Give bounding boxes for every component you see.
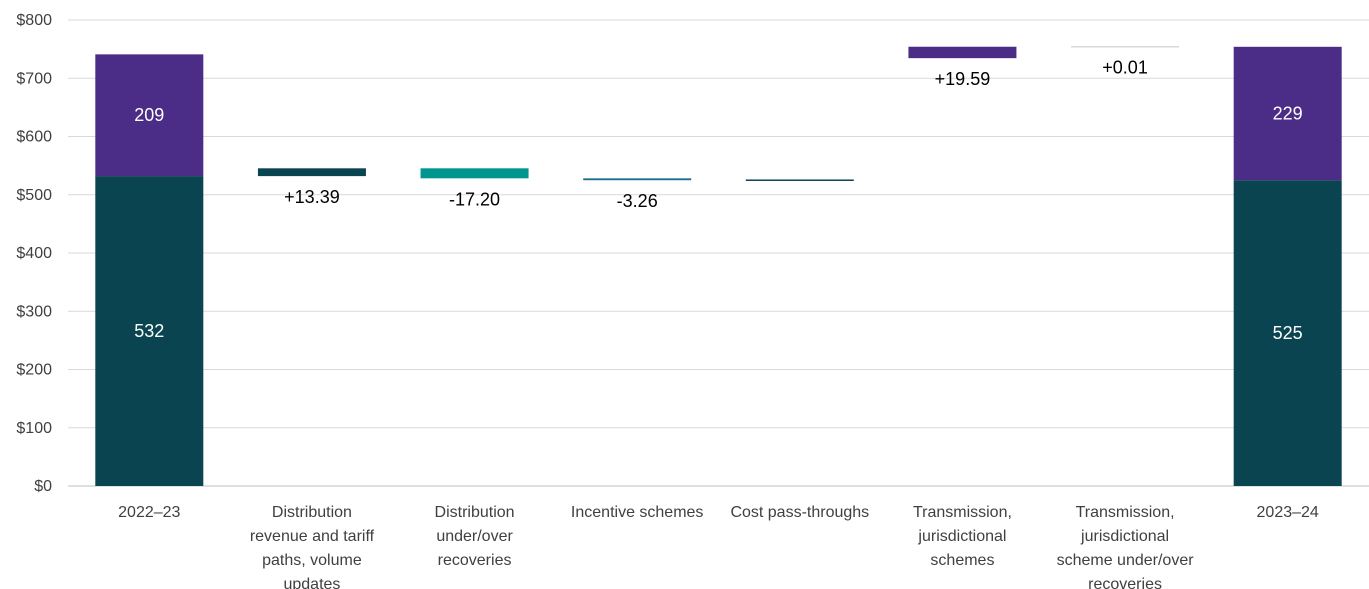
data-labels: 532 209 525 229 +13.39 -17.20 -3.26 +19.59 +0.01 xyxy=(134,58,1302,343)
change-label: +19.59 xyxy=(935,69,991,89)
x-category-line: Distribution xyxy=(435,504,515,521)
x-category-line: under/over xyxy=(436,528,513,545)
total-bar-segment xyxy=(95,54,204,177)
x-category-line: updates xyxy=(283,576,340,589)
x-category-label: Cost pass-throughs xyxy=(730,504,869,521)
x-category-label: 2023–24 xyxy=(1257,504,1319,521)
change-bar xyxy=(257,168,366,177)
x-category-line: recoveries xyxy=(1088,576,1162,589)
x-category-line: 2022–23 xyxy=(118,504,180,521)
x-category-line: jurisdictional xyxy=(917,528,1006,545)
change-label: +0.01 xyxy=(1102,58,1148,78)
x-category-label: Distribution under/over recoveries xyxy=(435,504,515,569)
total-bar-segment xyxy=(95,176,204,487)
total-segment-label: 532 xyxy=(134,321,164,341)
y-tick-label: $400 xyxy=(16,245,52,262)
y-tick-label: $500 xyxy=(16,187,52,204)
x-category-line: recoveries xyxy=(438,552,512,569)
x-category-label: 2022–23 xyxy=(118,504,180,521)
x-category-line: Cost pass-throughs xyxy=(730,504,869,521)
total-bar-segment xyxy=(1233,180,1342,486)
y-tick-label: $0 xyxy=(34,478,52,495)
change-label: -17.20 xyxy=(449,189,500,209)
y-tick-label: $100 xyxy=(16,420,52,437)
x-category-line: revenue and tariff xyxy=(250,528,375,545)
x-category-line: Incentive schemes xyxy=(571,504,704,521)
x-axis-category-labels: 2022–23 Distribution revenue and tariff pat… xyxy=(118,504,1319,589)
gridlines xyxy=(68,19,1369,487)
change-label: -3.26 xyxy=(617,191,658,211)
y-tick-label: $700 xyxy=(16,70,52,87)
total-bar-segment xyxy=(1233,46,1342,181)
total-segment-label: 525 xyxy=(1273,323,1303,343)
x-category-line: scheme under/over xyxy=(1057,552,1195,569)
y-tick-label: $800 xyxy=(16,12,52,29)
bars xyxy=(95,45,1342,487)
x-category-line: 2023–24 xyxy=(1257,504,1319,521)
change-bar xyxy=(1071,45,1180,48)
change-bar xyxy=(583,178,692,181)
y-tick-label: $600 xyxy=(16,129,52,146)
x-category-line: jurisdictional xyxy=(1080,528,1169,545)
x-category-label: Distribution revenue and tariff paths, vol… xyxy=(250,504,375,589)
x-category-line: Transmission, xyxy=(913,504,1012,521)
x-category-label: Incentive schemes xyxy=(571,504,704,521)
change-bar xyxy=(745,179,854,181)
y-tick-label: $300 xyxy=(16,303,52,320)
x-category-line: Transmission, xyxy=(1076,504,1175,521)
total-segment-label: 229 xyxy=(1273,103,1303,123)
y-axis-tick-labels: $0 $100 $200 $300 $400 $500 $600 $700 $800 xyxy=(16,12,52,495)
change-bar xyxy=(908,46,1017,59)
x-category-label: Transmission, jurisdictional schemes xyxy=(913,504,1012,569)
x-category-line: paths, volume xyxy=(262,552,362,569)
total-segment-label: 209 xyxy=(134,105,164,125)
change-bar xyxy=(420,168,529,179)
change-label: +13.39 xyxy=(284,187,340,207)
y-tick-label: $200 xyxy=(16,362,52,379)
x-category-line: schemes xyxy=(930,552,994,569)
x-category-label: Transmission, jurisdictional scheme under/… xyxy=(1057,504,1195,589)
x-category-line: Distribution xyxy=(272,504,352,521)
